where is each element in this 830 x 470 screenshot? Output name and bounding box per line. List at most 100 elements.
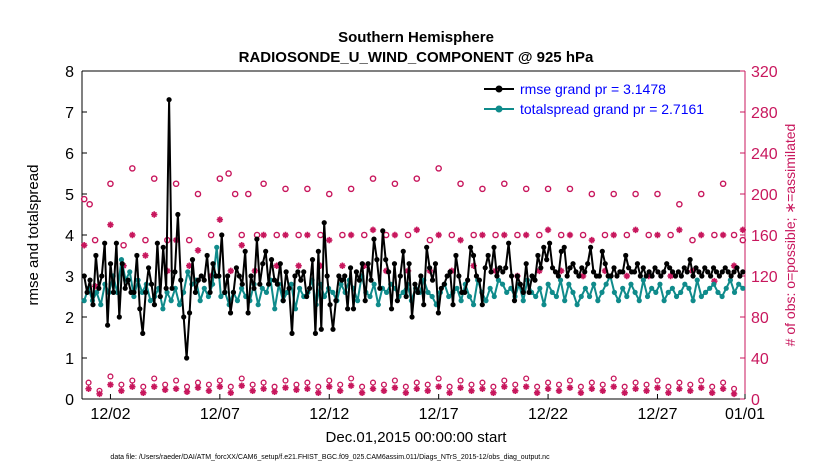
- obs-assimilated-marker: [282, 231, 289, 239]
- obs-possible-marker: [129, 377, 136, 384]
- obs-possible-marker: [730, 231, 738, 239]
- obs-assimilated-marker: [632, 226, 639, 234]
- x-tick-label: 12/22: [528, 406, 568, 423]
- rmse-point: [397, 273, 403, 279]
- rmse-point: [107, 261, 114, 267]
- rmse-point: [236, 273, 242, 279]
- totalspread-point: [446, 293, 452, 300]
- rmse-point: [105, 322, 111, 328]
- obs-assimilated-marker: [457, 236, 464, 244]
- obs-possible-marker: [588, 379, 595, 386]
- totalspread-point: [578, 293, 584, 300]
- rmse-point: [421, 302, 427, 308]
- rmse-point: [391, 261, 398, 267]
- totalspread-point: [595, 298, 601, 304]
- totalspread-point: [214, 244, 220, 250]
- rmse-point: [225, 273, 231, 279]
- rmse-point: [400, 248, 406, 254]
- obs-assimilated-marker: [501, 383, 508, 390]
- totalspread-point: [591, 281, 597, 287]
- obs-assimilated-marker: [151, 383, 158, 390]
- obs-possible-marker: [566, 377, 574, 384]
- rmse-point: [184, 355, 190, 361]
- obs-assimilated-marker: [129, 383, 136, 390]
- obs-possible-marker: [479, 379, 486, 386]
- totalspread-point: [686, 285, 692, 291]
- rmse-point: [362, 298, 368, 304]
- obs-possible-marker: [238, 231, 246, 239]
- rmse-point: [535, 252, 541, 259]
- obs-possible-marker: [468, 381, 475, 388]
- obs-assimilated-marker: [711, 277, 718, 285]
- rmse-point: [268, 257, 275, 263]
- y-tick-label-left: 3: [65, 269, 74, 286]
- obs-possible-marker: [479, 185, 486, 193]
- obs-possible-marker: [315, 383, 322, 390]
- obs-possible-marker: [426, 236, 434, 244]
- rmse-point: [467, 244, 474, 250]
- obs-assimilated-marker: [730, 262, 738, 269]
- obs-possible-marker: [86, 200, 93, 208]
- totalspread-point: [234, 298, 241, 304]
- rmse-point: [242, 248, 248, 254]
- rmse-point: [532, 277, 538, 283]
- rmse-point: [248, 273, 254, 279]
- rmse-point: [339, 277, 345, 283]
- totalspread-point: [653, 289, 659, 295]
- totalspread-point: [218, 293, 224, 300]
- obs-possible-marker: [244, 190, 252, 198]
- rmse-point: [672, 273, 679, 279]
- rmse-point: [500, 269, 506, 275]
- totalspread-point: [665, 289, 671, 295]
- rmse-point: [345, 306, 351, 312]
- totalspread-point: [541, 302, 547, 308]
- legend-rmse-marker: [495, 85, 503, 93]
- rmse-point: [669, 269, 676, 275]
- obs-possible-marker: [347, 185, 355, 193]
- obs-possible-marker: [216, 377, 223, 384]
- totalspread-point: [649, 285, 655, 291]
- y-tick-label-left: 5: [65, 187, 74, 204]
- rmse-point: [371, 236, 377, 242]
- totalspread-point: [238, 285, 245, 291]
- obs-assimilated-marker: [533, 389, 541, 397]
- totalspread-point: [715, 289, 721, 295]
- obs-assimilated-marker: [85, 385, 92, 392]
- rmse-point: [426, 265, 433, 271]
- rmse-point: [189, 257, 196, 263]
- y-tick-label-left: 2: [65, 310, 74, 327]
- obs-possible-marker: [337, 381, 344, 388]
- y-tick-label-right: 120: [751, 269, 778, 286]
- rmse-point: [312, 330, 319, 336]
- obs-possible-marker: [501, 180, 508, 188]
- rmse-point: [163, 285, 169, 291]
- totalspread-point: [702, 289, 709, 295]
- rmse-point: [295, 269, 301, 275]
- totalspread-point: [205, 293, 212, 300]
- totalspread-point: [483, 298, 489, 304]
- obs-assimilated-marker: [654, 231, 661, 239]
- rmse-point: [470, 252, 477, 259]
- rmse-point: [693, 265, 699, 271]
- rmse-point: [257, 281, 263, 287]
- totalspread-point: [466, 293, 473, 300]
- obs-possible-marker: [544, 185, 552, 193]
- totalspread-point: [81, 298, 87, 304]
- obs-possible-marker: [623, 231, 631, 239]
- rmse-point: [266, 281, 272, 287]
- rmse-point: [99, 273, 105, 279]
- rmse-point: [456, 273, 462, 279]
- totalspread-point: [620, 285, 626, 291]
- rmse-point: [122, 285, 128, 291]
- rmse-point: [640, 265, 646, 271]
- obs-possible-marker: [665, 383, 672, 390]
- obs-assimilated-marker: [566, 231, 574, 239]
- plot-background: [82, 71, 745, 399]
- rmse-point: [324, 273, 330, 279]
- obs-assimilated-marker: [317, 262, 324, 269]
- rmse-point: [549, 265, 556, 271]
- rmse-point: [482, 265, 488, 271]
- rmse-point: [383, 257, 389, 263]
- obs-possible-marker: [140, 383, 147, 390]
- obs-assimilated-marker: [676, 226, 683, 234]
